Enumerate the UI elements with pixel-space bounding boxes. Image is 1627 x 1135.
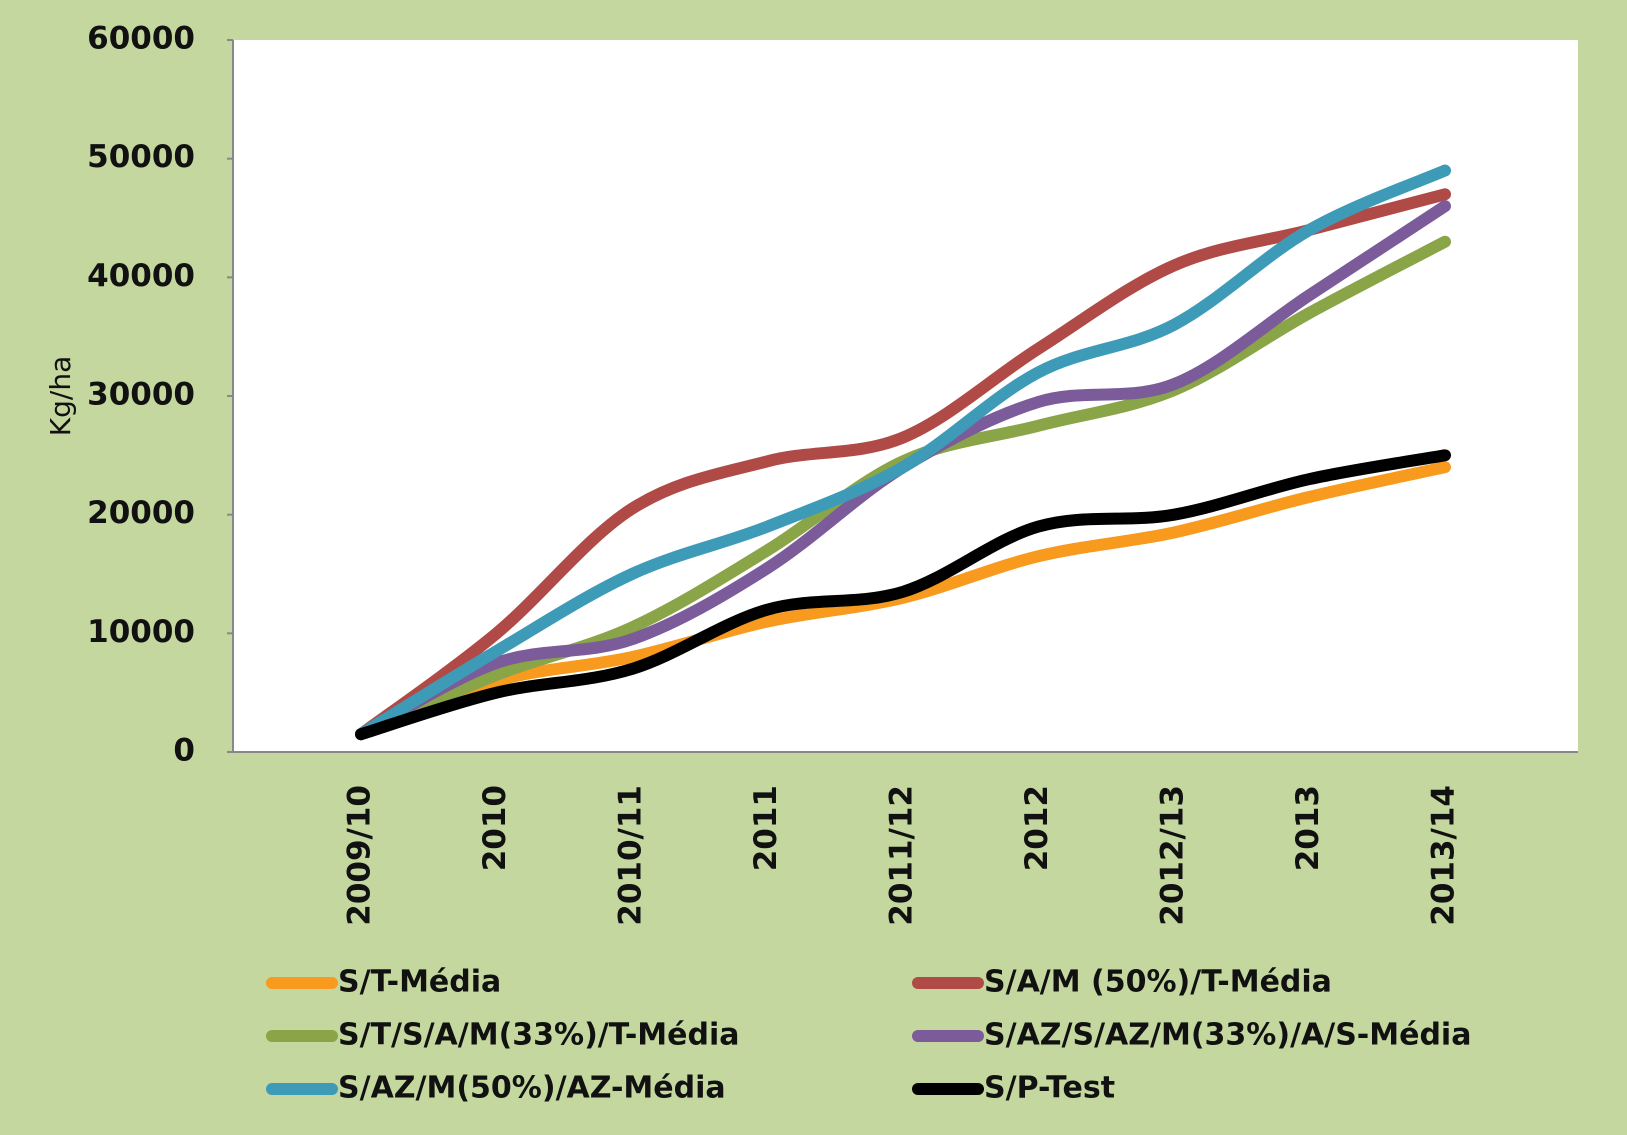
series-line: [355, 449, 1451, 741]
legend-label: S/T/S/A/M(33%)/T-Média: [338, 1018, 739, 1053]
x-tick-label: 2012: [1019, 785, 1055, 871]
x-tick-label: 2010/11: [613, 785, 649, 926]
y-tick-label: 0: [173, 733, 195, 769]
legend-label: S/T-Média: [338, 965, 501, 1000]
y-tick-label: 20000: [87, 495, 195, 531]
series-line: [355, 188, 1451, 741]
y-tick-label: 40000: [87, 258, 195, 294]
legend-label: S/AZ/M(50%)/AZ-Média: [338, 1071, 726, 1106]
x-tick-label: 2011/12: [884, 785, 920, 926]
y-axis-label: Kg/ha: [44, 356, 77, 436]
legend-label: S/A/M (50%)/T-Média: [984, 965, 1332, 1000]
x-tick-label: 2013/14: [1426, 785, 1462, 926]
x-tick-label: 2010: [477, 785, 513, 871]
y-tick-label: 30000: [87, 377, 195, 413]
y-tick-label: 50000: [87, 139, 195, 175]
x-tick-label: 2009/10: [342, 785, 378, 926]
x-tick-label: 2012/13: [1155, 785, 1191, 926]
x-tick-label: 2013: [1290, 785, 1326, 871]
legend-label: S/AZ/S/AZ/M(33%)/A/S-Média: [984, 1018, 1471, 1053]
series-line: [355, 164, 1451, 741]
y-tick-label: 10000: [87, 614, 195, 650]
y-tick-label: 60000: [87, 21, 195, 57]
legend-label: S/P-Test: [984, 1071, 1115, 1106]
x-tick-label: 2011: [748, 785, 784, 871]
plot-area: [233, 40, 1578, 752]
